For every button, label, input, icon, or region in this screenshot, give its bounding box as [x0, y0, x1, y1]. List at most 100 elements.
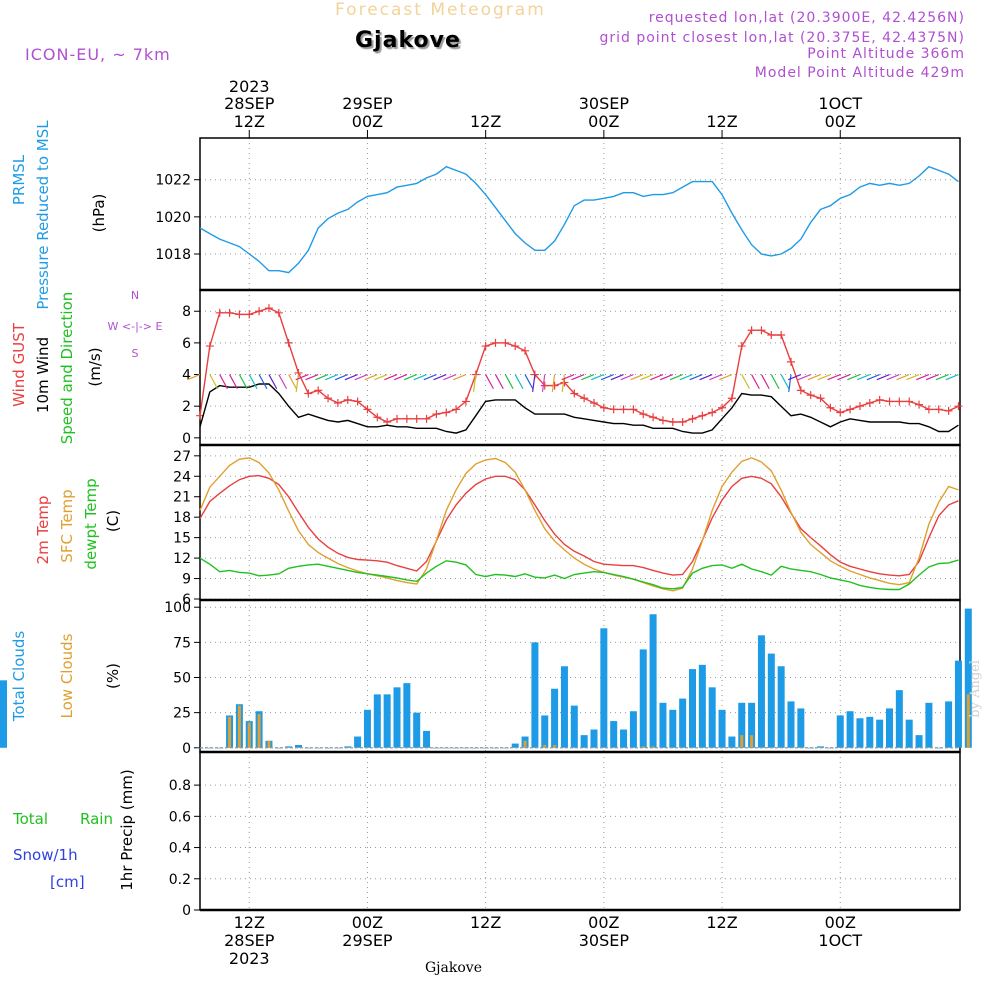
total-cloud-bar: [560, 666, 568, 748]
wind-arrow: [571, 373, 585, 381]
model-label: ICON-EU, ~ 7km: [25, 45, 171, 64]
gust-marker: [855, 402, 864, 411]
total-cloud-bar: [757, 635, 765, 748]
total-cloud-bar: [620, 729, 628, 748]
gust-marker: [481, 342, 490, 351]
wind-arrow: [403, 373, 417, 381]
gust-marker: [678, 418, 687, 427]
gust-marker: [629, 405, 638, 414]
y-tick-label: 50: [173, 671, 191, 687]
time-label-top: 00Z: [825, 112, 856, 131]
gust-marker: [767, 330, 776, 339]
wind-arrow: [514, 374, 524, 390]
gust-marker: [747, 326, 756, 335]
total-cloud-bar: [886, 708, 893, 748]
wind-arrow: [494, 374, 504, 390]
wind-arrow: [788, 373, 802, 381]
total-cloud-bar: [413, 712, 421, 748]
gust-marker: [718, 403, 727, 412]
total-cloud-bar: [925, 702, 933, 748]
gust-marker: [806, 391, 815, 400]
gust-marker: [264, 304, 273, 313]
wind-arrow: [659, 373, 674, 381]
low-cloud-bar: [553, 744, 557, 748]
wind-arrow: [268, 374, 278, 390]
y-tick-label: 0.2: [169, 872, 191, 888]
gust-marker: [461, 397, 470, 406]
gust-marker: [570, 389, 579, 398]
gust-marker: [757, 326, 766, 335]
panel-unit-c: (C): [104, 510, 122, 532]
y-tick-label: 12: [173, 551, 191, 567]
total-cloud-bar: [590, 729, 598, 748]
gust-marker: [550, 381, 559, 390]
total-cloud-bar: [373, 694, 381, 748]
total-cloud-bar: [708, 687, 716, 748]
wind-arrow: [679, 373, 693, 381]
total-cloud-bar: [748, 702, 756, 748]
total-cloud-bar: [777, 666, 785, 748]
time-label-bottom: 1OCT: [818, 931, 862, 950]
total-cloud-bar: [324, 747, 332, 749]
y-tick-label: 1018: [155, 247, 191, 263]
gust-marker: [649, 413, 658, 422]
total-cloud-bar: [344, 746, 352, 748]
time-label-top: 00Z: [352, 112, 383, 131]
gust-marker: [521, 346, 530, 355]
gust-marker: [639, 410, 648, 419]
total-cloud-bar: [295, 744, 302, 748]
wind-arrow: [364, 373, 378, 381]
low-cloud-bar: [740, 735, 744, 748]
low-cloud-bar: [228, 716, 232, 748]
gust-marker: [353, 397, 362, 406]
time-label-bottom: 00Z: [588, 913, 619, 932]
gust-marker: [304, 389, 313, 398]
gust-marker: [511, 342, 520, 351]
gust-marker: [609, 405, 618, 414]
wind-arrow: [384, 373, 398, 381]
wind-arrow: [315, 373, 329, 381]
gust-marker: [205, 342, 214, 351]
gust-marker: [796, 386, 805, 395]
total-cloud-bar: [876, 719, 884, 748]
top-year-label: 2023: [229, 77, 270, 96]
total-cloud-bar: [787, 701, 795, 748]
gust-marker: [235, 310, 244, 319]
wind-arrow: [827, 373, 841, 381]
gust-marker: [412, 414, 421, 423]
total-cloud-bar: [216, 747, 224, 749]
panel-label-wind10m: 10m Wind: [34, 337, 52, 413]
legend-snow: Snow/1h: [13, 846, 78, 864]
wind-arrow: [906, 373, 920, 381]
wind-arrow: [305, 373, 319, 381]
gust-marker: [787, 357, 795, 366]
gust-marker: [668, 418, 677, 427]
wind-arrow: [591, 373, 605, 381]
y-tick-label: 6: [182, 592, 191, 608]
time-label-top: 29SEP: [342, 94, 393, 113]
panel-label-gust: Wind GUST: [10, 322, 28, 407]
gust-marker: [905, 397, 914, 406]
y-tick-label: 0: [182, 431, 191, 447]
total-cloud-bar: [363, 709, 371, 748]
gust-marker: [333, 399, 342, 408]
wind-arrow: [219, 374, 228, 390]
gust-marker: [944, 406, 953, 415]
wind-arrow: [689, 373, 703, 381]
y-tick-label: 24: [173, 469, 191, 485]
time-label-top: 00Z: [588, 112, 619, 131]
gust-marker: [314, 386, 323, 395]
time-label-bottom: 28SEP: [224, 931, 275, 950]
total-cloud-bar: [610, 721, 618, 748]
panel-2: 0 2 4 6 8: [182, 289, 961, 447]
y-tick-label: 0: [182, 741, 191, 757]
footer-location: Gjakove: [425, 960, 482, 976]
total-cloud-bar: [639, 649, 647, 748]
wind-arrow: [751, 374, 760, 390]
total-cloud-bar: [797, 708, 805, 748]
wind-arrow: [866, 373, 880, 381]
total-cloud-bar: [649, 614, 657, 748]
gust-marker: [885, 397, 894, 406]
total-cloud-bar: [285, 746, 293, 748]
